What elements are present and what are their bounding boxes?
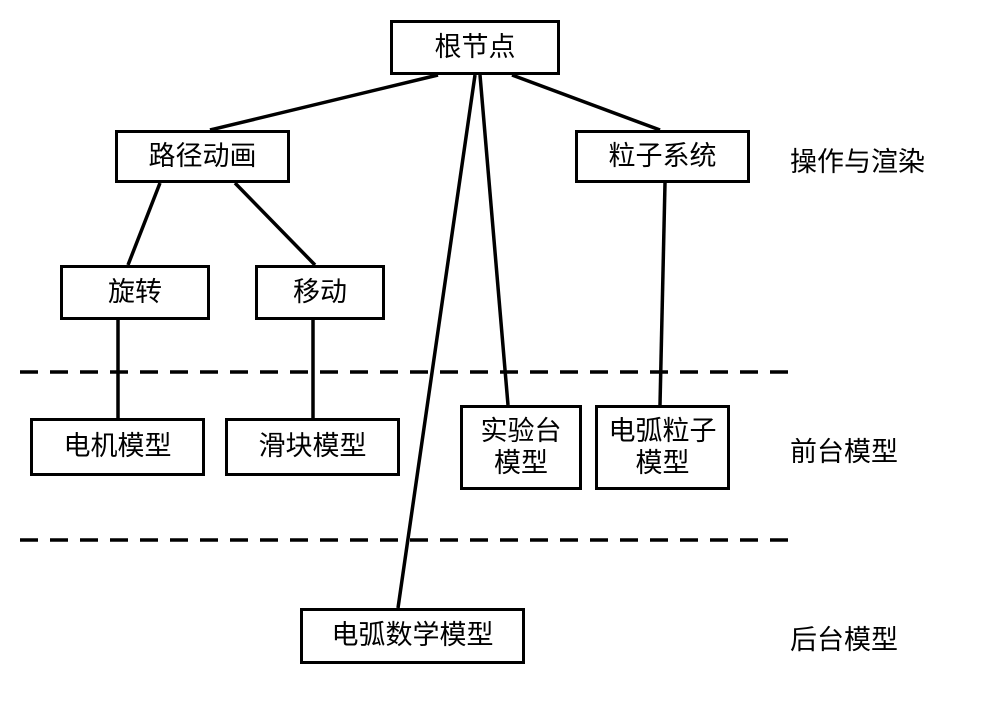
section-label-back: 后台模型 — [790, 618, 898, 657]
edge-root-particles — [512, 75, 660, 130]
node-slider-label: 滑块模型 — [259, 431, 367, 462]
node-particles-label: 粒子系统 — [609, 141, 717, 172]
node-rotate-label: 旋转 — [108, 277, 162, 308]
node-arcmath-label: 电弧数学模型 — [332, 620, 494, 651]
node-pathanim-label: 路径动画 — [149, 141, 257, 172]
section-label-ops-render: 操作与渲染 — [790, 140, 925, 179]
node-arcparticle: 电弧粒子模型 — [595, 405, 730, 490]
node-move: 移动 — [255, 265, 385, 320]
node-root: 根节点 — [390, 20, 560, 75]
node-arcparticle-label: 电弧粒子模型 — [609, 416, 717, 478]
node-move-label: 移动 — [293, 277, 347, 308]
edge-pathanim-rotate — [128, 183, 160, 265]
edge-root-pathanim — [210, 75, 438, 130]
node-rotate: 旋转 — [60, 265, 210, 320]
edge-particles-arcparticle — [660, 183, 665, 405]
edge-pathanim-move — [235, 183, 315, 265]
node-motor: 电机模型 — [30, 418, 205, 476]
node-root-label: 根节点 — [435, 32, 516, 63]
section-label-front: 前台模型 — [790, 430, 898, 469]
edge-root-bench — [480, 75, 508, 405]
edge-root-arcmath — [398, 75, 475, 608]
node-arcmath: 电弧数学模型 — [300, 608, 525, 664]
node-slider: 滑块模型 — [225, 418, 400, 476]
node-particles: 粒子系统 — [575, 130, 750, 183]
node-pathanim: 路径动画 — [115, 130, 290, 183]
node-bench: 实验台模型 — [460, 405, 582, 490]
diagram-canvas: { "diagram": { "type": "tree", "backgrou… — [0, 0, 1000, 718]
node-motor-label: 电机模型 — [64, 431, 172, 462]
node-bench-label: 实验台模型 — [481, 416, 562, 478]
